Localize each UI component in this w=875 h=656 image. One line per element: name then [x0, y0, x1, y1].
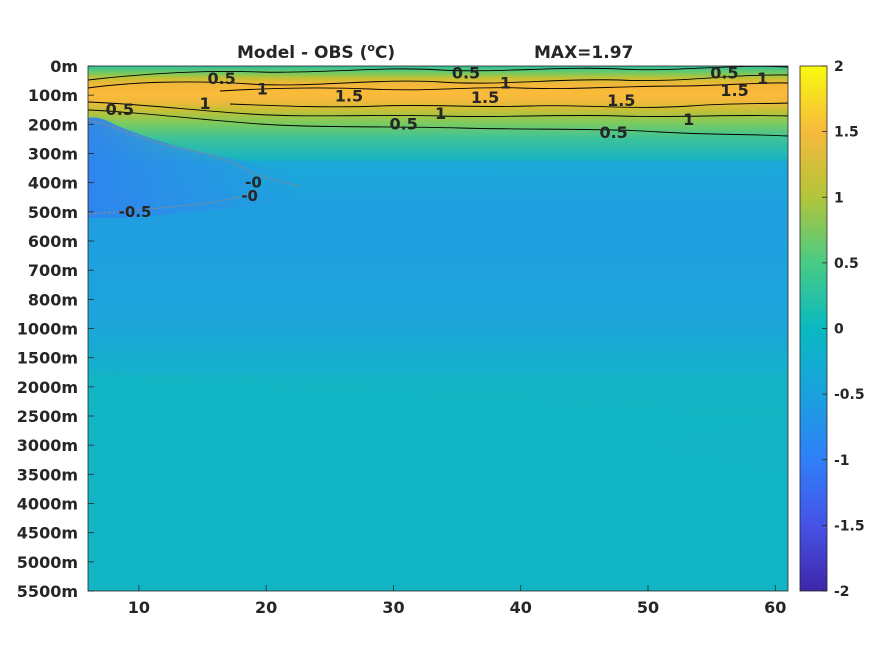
colorbar-ticks: 2 1.5 1 0.5 0 -0.5 -1 -1.5 -2 — [822, 59, 865, 600]
contour-label: 1 — [200, 94, 211, 113]
contour-label: 1 — [435, 104, 446, 123]
contour-label: 1 — [500, 74, 511, 93]
y-tick-label: 500m — [28, 203, 78, 222]
y-tick-label: 4000m — [17, 495, 78, 514]
colorbar-tick-label: 1 — [834, 190, 844, 206]
y-tick-label: 3500m — [17, 465, 78, 484]
colorbar-tick-label: -0.5 — [834, 387, 865, 403]
y-tick-label: 5500m — [17, 582, 78, 601]
heatmap-plot — [88, 66, 788, 591]
contour-label: 0.5 — [599, 123, 627, 142]
y-tick-label: 5000m — [17, 553, 78, 572]
contour-label: 0.5 — [710, 63, 738, 82]
contour-label: 0.5 — [207, 69, 235, 88]
contour-label: -0 — [241, 187, 258, 205]
colorbar-tick-label: -1.5 — [834, 518, 865, 534]
contour-label: -0.5 — [119, 203, 152, 221]
contour-label: 0.5 — [106, 100, 134, 119]
heatmap-deep-shade — [88, 372, 788, 591]
y-tick-label: 200m — [28, 115, 78, 134]
colorbar-tick-label: 0 — [834, 322, 844, 338]
y-tick-label: 100m — [28, 86, 78, 105]
y-axis-ticks: 0m 100m 200m 300m 400m 500m 600m 700m 800m 1000m 1… — [17, 57, 94, 601]
contour-label: 1.5 — [720, 81, 748, 100]
y-tick-label: 3000m — [17, 436, 78, 455]
colorbar-tick-label: 1.5 — [834, 125, 859, 141]
y-tick-label: 4500m — [17, 524, 78, 543]
contour-label: 1 — [683, 110, 694, 129]
contour-line-1.5-upper — [219, 82, 788, 92]
contour-label: 1.5 — [335, 87, 363, 106]
x-tick-label: 30 — [382, 598, 404, 617]
contour-label: 1 — [757, 69, 768, 88]
contour-label: 1 — [257, 79, 268, 98]
colorbar-tick-label: 2 — [834, 59, 844, 75]
colorbar-tick-label: -1 — [834, 453, 850, 469]
x-axis-ticks: 10 20 30 40 50 60 — [128, 585, 786, 617]
max-label: MAX=1.97 — [534, 43, 633, 63]
contour-label: 1.5 — [471, 88, 499, 107]
contour-line-0.5-upper — [88, 66, 788, 81]
x-tick-label: 50 — [637, 598, 659, 617]
y-tick-label: 400m — [28, 174, 78, 193]
y-tick-label: 800m — [28, 290, 78, 309]
y-tick-label: 0m — [50, 57, 78, 76]
contour-line-1.5-lower — [229, 102, 788, 108]
contour-line-negative — [88, 119, 301, 215]
contour-label: -0 — [245, 174, 262, 192]
y-tick-label: 2500m — [17, 407, 78, 426]
contour-line-1-lower — [88, 101, 788, 118]
contour-line-0.5-lower — [88, 109, 788, 137]
x-tick-label: 60 — [764, 598, 786, 617]
y-tick-label: 700m — [28, 261, 78, 280]
y-tick-label: 1000m — [17, 320, 78, 339]
colorbar-tick-label: -2 — [834, 584, 850, 600]
contour-label: 0.5 — [389, 114, 417, 133]
contour-label: 0.5 — [452, 63, 480, 82]
x-tick-label: 10 — [128, 598, 150, 617]
contour-label: 1.5 — [607, 91, 635, 110]
y-tick-label: 1500m — [17, 349, 78, 368]
heatmap-cold-anomaly — [88, 117, 300, 218]
x-tick-label: 40 — [510, 598, 532, 617]
contour-line-1-upper — [88, 74, 788, 89]
colorbar-tick-label: 0.5 — [834, 256, 859, 272]
x-tick-label: 20 — [255, 598, 277, 617]
y-tick-label: 300m — [28, 145, 78, 164]
chart-title: Model - OBS (oC) — [237, 41, 395, 63]
y-tick-label: 2000m — [17, 378, 78, 397]
y-tick-label: 600m — [28, 232, 78, 251]
